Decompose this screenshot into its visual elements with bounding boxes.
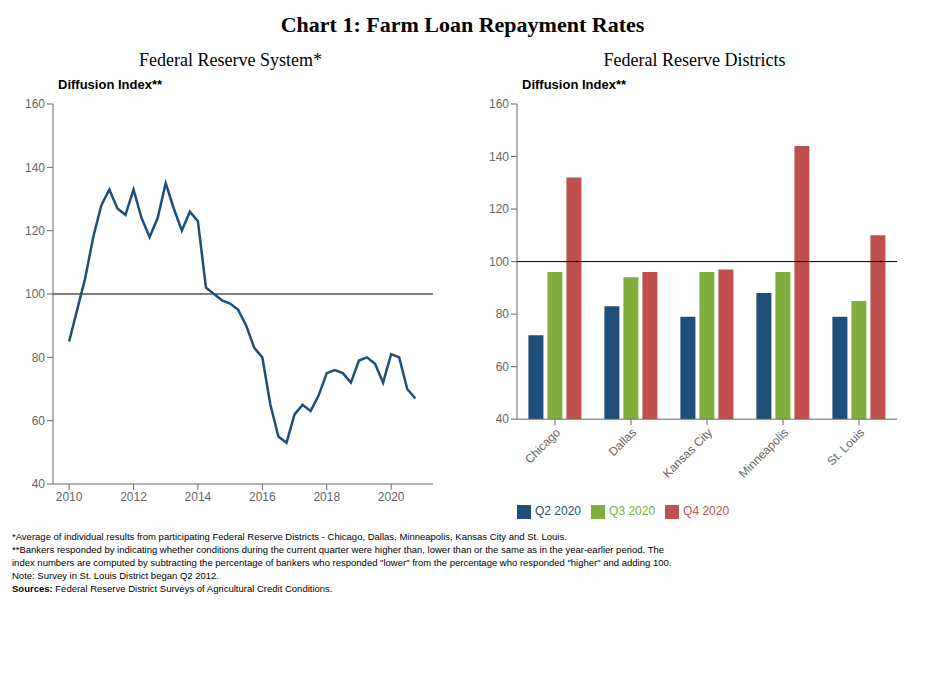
svg-text:2020: 2020: [378, 490, 405, 504]
svg-text:Dallas: Dallas: [606, 425, 639, 458]
svg-text:60: 60: [32, 414, 46, 428]
html-text:Sources: Federal Reserve Distr: Sources: Federal Reserve District Survey…: [12, 583, 333, 594]
svg-text:40: 40: [32, 477, 46, 491]
html-text:Q4 2020: Q4 2020: [683, 504, 730, 519]
svg-text:100: 100: [489, 255, 509, 269]
svg-text:80: 80: [32, 351, 46, 365]
html-text:Federal Reserve System*: Federal Reserve System*: [139, 50, 322, 70]
svg-text:80: 80: [496, 307, 510, 321]
svg-text:60: 60: [496, 360, 510, 374]
html-text:index numbers are computed by: index numbers are computed by subtractin…: [12, 557, 672, 568]
html-text:Diffusion Index**: Diffusion Index**: [58, 77, 162, 92]
svg-text:120: 120: [489, 202, 509, 216]
svg-text:40: 40: [496, 412, 510, 426]
svg-text:2016: 2016: [249, 490, 276, 504]
html-text:Q3 2020: Q3 2020: [609, 504, 656, 519]
svg-text:Minneapolis: Minneapolis: [736, 425, 791, 480]
html-text:Q2 2020: Q2 2020: [535, 504, 581, 519]
svg-text:140: 140: [489, 150, 509, 164]
html-text:**Bankers responded by indicat: **Bankers responded by indicating whethe…: [12, 544, 664, 555]
svg-text:2014: 2014: [185, 490, 212, 504]
html-text:Diffusion Index**: Diffusion Index**: [522, 77, 626, 92]
svg-text:Kansas City: Kansas City: [660, 425, 715, 480]
svg-text:120: 120: [25, 224, 45, 238]
html-text:Federal Reserve Districts: Federal Reserve Districts: [603, 50, 786, 70]
svg-text:2010: 2010: [56, 490, 83, 504]
html-text:*Average of individual results: *Average of individual results from part…: [12, 531, 567, 542]
svg-text:St. Louis: St. Louis: [824, 425, 867, 468]
html-text:Chart 1: Farm Loan Repayment R: Chart 1: Farm Loan Repayment Rates: [280, 12, 645, 37]
svg-text:160: 160: [489, 97, 509, 111]
svg-text:2012: 2012: [120, 490, 147, 504]
html-text:Note: Survey in St. Louis Dist: Note: Survey in St. Louis District began…: [12, 570, 219, 581]
svg-text:100: 100: [25, 287, 45, 301]
svg-text:2018: 2018: [313, 490, 340, 504]
svg-text:Chicago: Chicago: [522, 425, 563, 466]
svg-text:140: 140: [25, 161, 45, 175]
svg-text:160: 160: [25, 97, 45, 111]
